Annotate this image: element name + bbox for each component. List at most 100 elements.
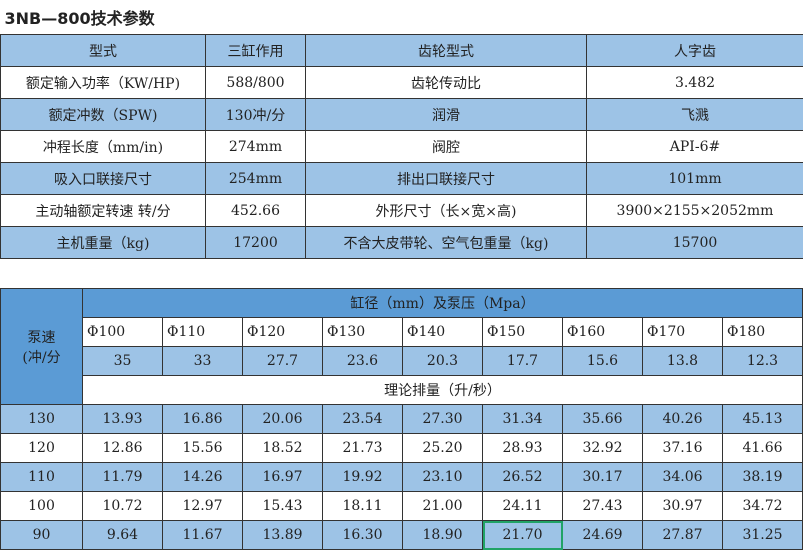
spec-cell[interactable]: 274mm <box>205 130 306 163</box>
pressure-cell[interactable]: 12.3 <box>722 346 803 376</box>
spec-cell[interactable]: 主机重量（kg) <box>0 226 206 259</box>
spec-cell[interactable]: 主动轴额定转速 转/分 <box>0 194 206 227</box>
bore-cell[interactable]: Φ100 <box>82 317 163 347</box>
flow-cell[interactable]: 13.89 <box>242 520 323 550</box>
bore-cell[interactable]: Φ130 <box>322 317 403 347</box>
flow-cell[interactable]: 21.73 <box>322 433 403 463</box>
pressure-cell[interactable]: 35 <box>82 346 163 376</box>
flow-cell[interactable]: 28.93 <box>482 433 563 463</box>
flow-cell[interactable]: 27.43 <box>562 491 643 521</box>
flow-cell[interactable]: 11.67 <box>162 520 243 550</box>
flow-cell[interactable]: 41.66 <box>722 433 803 463</box>
pressure-cell[interactable]: 23.6 <box>322 346 403 376</box>
flow-cell[interactable]: 35.66 <box>562 404 643 434</box>
spec-cell[interactable]: 17200 <box>205 226 306 259</box>
spec-cell[interactable]: 润滑 <box>305 98 587 131</box>
spec-cell[interactable]: 额定输入功率（KW/HP) <box>0 66 206 99</box>
spec-cell[interactable]: 101mm <box>586 162 803 195</box>
flow-cell[interactable]: 24.11 <box>482 491 563 521</box>
bore-cell[interactable]: Φ170 <box>642 317 723 347</box>
spec-cell[interactable]: 外形尺寸（长×宽×高) <box>305 194 587 227</box>
flow-cell[interactable]: 30.97 <box>642 491 723 521</box>
speed-header-cell[interactable]: 泵速 (冲/分 <box>0 288 83 405</box>
speed-cell[interactable]: 130 <box>0 404 83 434</box>
bore-cell[interactable]: Φ110 <box>162 317 243 347</box>
flow-cell[interactable]: 11.79 <box>82 462 163 492</box>
flow-cell[interactable]: 40.26 <box>642 404 723 434</box>
spec-cell[interactable]: 452.66 <box>205 194 306 227</box>
pressure-cell[interactable]: 33 <box>162 346 243 376</box>
spec-cell[interactable]: 排出口联接尺寸 <box>305 162 587 195</box>
spec-cell[interactable]: 冲程长度（mm/in) <box>0 130 206 163</box>
bore-cell[interactable]: Φ150 <box>482 317 563 347</box>
flow-cell[interactable]: 31.25 <box>722 520 803 550</box>
flow-cell[interactable]: 13.93 <box>82 404 163 434</box>
bore-cell[interactable]: Φ160 <box>562 317 643 347</box>
speed-cell[interactable]: 90 <box>0 520 83 550</box>
flow-cell[interactable]: 31.34 <box>482 404 563 434</box>
bore-cell[interactable]: Φ120 <box>242 317 323 347</box>
flow-cell[interactable]: 16.97 <box>242 462 323 492</box>
spec-cell[interactable]: 254mm <box>205 162 306 195</box>
spec-cell[interactable]: 不含大皮带轮、空气包重量（kg) <box>305 226 587 259</box>
flow-cell[interactable]: 23.10 <box>402 462 483 492</box>
flow-cell[interactable]: 19.92 <box>322 462 403 492</box>
flow-cell[interactable]: 27.87 <box>642 520 723 550</box>
spec-cell[interactable]: 齿轮传动比 <box>305 66 587 99</box>
spec-cell[interactable]: 飞溅 <box>586 98 803 131</box>
flow-label-cell[interactable]: 理论排量（升/秒） <box>82 375 803 405</box>
spec-cell[interactable]: 130冲/分 <box>205 98 306 131</box>
spec-cell[interactable]: 型式 <box>0 34 206 67</box>
speed-cell[interactable]: 120 <box>0 433 83 463</box>
selected-cell[interactable]: 21.70 <box>482 520 563 550</box>
spec-cell[interactable]: 三缸作用 <box>205 34 306 67</box>
spec-cell[interactable]: 额定冲数（SPW) <box>0 98 206 131</box>
flow-cell[interactable]: 26.52 <box>482 462 563 492</box>
flow-cell[interactable]: 25.20 <box>402 433 483 463</box>
spec-cell[interactable]: 588/800 <box>205 66 306 99</box>
flow-cell[interactable]: 37.16 <box>642 433 723 463</box>
table-row: 130 13.93 16.86 20.06 23.54 27.30 31.34 35.66 40… <box>0 404 803 434</box>
flow-cell[interactable]: 14.26 <box>162 462 243 492</box>
spec-cell[interactable]: 吸入口联接尺寸 <box>0 162 206 195</box>
flow-cell[interactable]: 18.11 <box>322 491 403 521</box>
flow-cell[interactable]: 34.06 <box>642 462 723 492</box>
spec-cell[interactable]: 3900×2155×2052mm <box>586 194 803 227</box>
flow-cell[interactable]: 38.19 <box>722 462 803 492</box>
flow-cell[interactable]: 18.90 <box>402 520 483 550</box>
pressure-cell[interactable]: 13.8 <box>642 346 723 376</box>
bore-header-cell[interactable]: 缸径（mm）及泵压（Mpa） <box>82 288 803 318</box>
pressure-cell[interactable]: 27.7 <box>242 346 323 376</box>
spec-cell[interactable]: 15700 <box>586 226 803 259</box>
flow-cell[interactable]: 18.52 <box>242 433 323 463</box>
spec-cell[interactable]: 阀腔 <box>305 130 587 163</box>
flow-cell[interactable]: 16.30 <box>322 520 403 550</box>
pressure-cell[interactable]: 15.6 <box>562 346 643 376</box>
spec-cell[interactable]: 人字齿 <box>586 34 803 67</box>
bore-cell[interactable]: Φ140 <box>402 317 483 347</box>
flow-cell[interactable]: 32.92 <box>562 433 643 463</box>
flow-cell[interactable]: 20.06 <box>242 404 323 434</box>
speed-cell[interactable]: 110 <box>0 462 83 492</box>
flow-cell[interactable]: 27.30 <box>402 404 483 434</box>
speed-cell[interactable]: 100 <box>0 491 83 521</box>
flow-cell[interactable]: 12.86 <box>82 433 163 463</box>
spec-cell[interactable]: API-6# <box>586 130 803 163</box>
flow-cell[interactable]: 15.56 <box>162 433 243 463</box>
pressure-cell[interactable]: 20.3 <box>402 346 483 376</box>
flow-cell[interactable]: 21.00 <box>402 491 483 521</box>
flow-cell[interactable]: 24.69 <box>562 520 643 550</box>
bore-cell[interactable]: Φ180 <box>722 317 803 347</box>
flow-cell[interactable]: 30.17 <box>562 462 643 492</box>
flow-cell[interactable]: 23.54 <box>322 404 403 434</box>
spec-cell[interactable]: 齿轮型式 <box>305 34 587 67</box>
pressure-cell[interactable]: 17.7 <box>482 346 563 376</box>
spec-cell[interactable]: 3.482 <box>586 66 803 99</box>
flow-cell[interactable]: 10.72 <box>82 491 163 521</box>
flow-cell[interactable]: 15.43 <box>242 491 323 521</box>
flow-cell[interactable]: 45.13 <box>722 404 803 434</box>
flow-cell[interactable]: 16.86 <box>162 404 243 434</box>
flow-cell[interactable]: 12.97 <box>162 491 243 521</box>
flow-cell[interactable]: 34.72 <box>722 491 803 521</box>
flow-cell[interactable]: 9.64 <box>82 520 163 550</box>
